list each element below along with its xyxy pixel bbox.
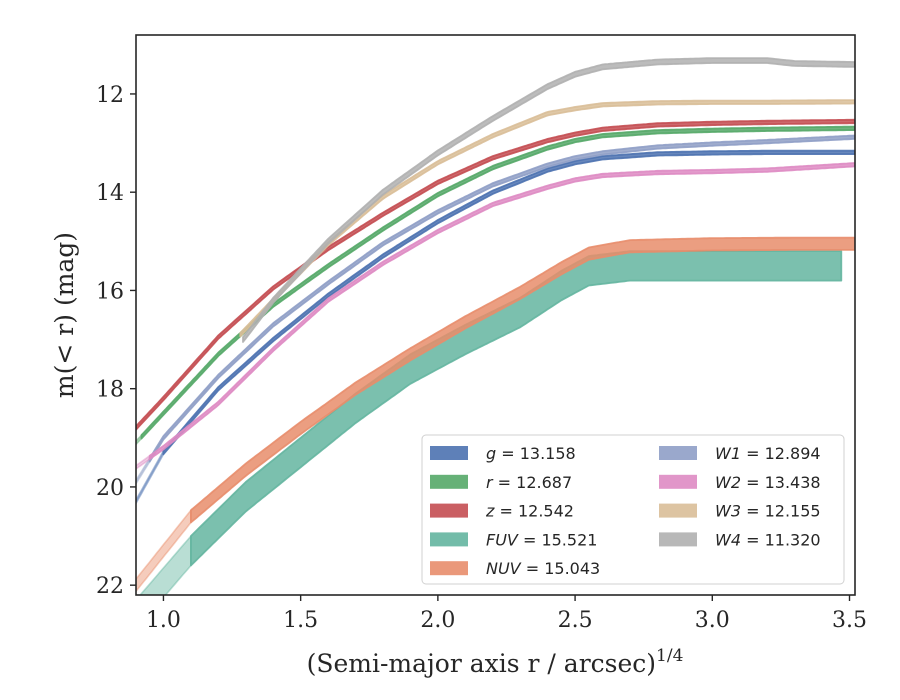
legend-label: z = 12.542: [485, 502, 574, 521]
band-main: [140, 125, 855, 440]
legend-label: NUV = 15.043: [486, 559, 600, 578]
band-main: [239, 99, 855, 338]
x-tick-label: 1.5: [283, 608, 318, 633]
x-axis-title: (Semi-major axis r / arcsec)1/4: [307, 646, 684, 678]
legend-label: r = 12.687: [486, 473, 572, 492]
legend-item-r: r = 12.687: [430, 473, 572, 492]
legend-item-nuv: NUV = 15.043: [430, 559, 600, 578]
series-r: [136, 125, 855, 446]
legend-swatch: [659, 446, 697, 460]
legend-swatch: [659, 503, 697, 518]
legend-swatch: [659, 474, 697, 489]
y-tick-label: 16: [96, 279, 124, 304]
legend-item-w4: W4 = 11.320: [659, 530, 821, 549]
band-main: [242, 57, 855, 343]
band-main: [190, 236, 855, 524]
series-g: [136, 149, 855, 504]
x-tick-label: 3.5: [832, 608, 867, 633]
legend-label: W1 = 12.894: [715, 444, 821, 463]
x-tick-label: 2.0: [420, 608, 455, 633]
legend-item-w3: W3 = 12.155: [659, 502, 821, 521]
y-tick-label: 20: [96, 476, 124, 501]
series-nuv: [136, 236, 855, 593]
legend-item-fuv: FUV = 15.521: [430, 530, 597, 549]
band-main: [148, 162, 855, 461]
x-tick-label: 2.5: [558, 608, 593, 633]
series-w4: [242, 57, 855, 343]
legend-label: W4 = 11.320: [715, 530, 821, 549]
y-axis-title: m(< r) (mag): [50, 232, 79, 398]
legend-swatch: [430, 503, 468, 518]
series-z: [136, 118, 855, 431]
legend-swatch: [659, 532, 697, 547]
band-main: [136, 118, 855, 431]
legend-box: [421, 434, 845, 585]
series-w1: [136, 134, 855, 486]
legend-item-w2: W2 = 13.438: [659, 473, 821, 492]
y-tick-label: 14: [96, 181, 124, 206]
legend-label: W3 = 12.155: [715, 502, 821, 521]
legend-item-w1: W1 = 12.894: [659, 444, 821, 463]
plot-frame: [135, 34, 856, 596]
legend-item-z: z = 12.542: [430, 502, 574, 521]
series-w2: [136, 162, 855, 470]
axis-ticks: 1.0 1.5 2.0 2.5 3.0 3.5 12 14 16 18 20 22: [96, 83, 867, 633]
band-main: [162, 149, 855, 456]
y-tick-label: 22: [96, 574, 124, 599]
y-tick-label: 18: [96, 378, 124, 403]
legend-swatch: [430, 561, 468, 576]
legend-label: g = 13.158: [486, 444, 576, 463]
legend-item-g: g = 13.158: [430, 444, 576, 463]
legend-swatch: [430, 474, 468, 489]
legend-swatch: [430, 446, 468, 460]
legend-label: FUV = 15.521: [486, 530, 597, 549]
x-tick-label: 1.0: [146, 608, 181, 633]
band-main: [148, 134, 855, 463]
legend-label: W2 = 13.438: [715, 473, 821, 492]
legend: g = 13.158 r = 12.687 z = 12.542 FUV = 15.5…: [421, 434, 845, 585]
y-tick-label: 12: [96, 83, 124, 108]
legend-swatch: [430, 532, 468, 547]
series-layer: [136, 57, 855, 595]
series-w3: [239, 99, 855, 338]
x-tick-label: 3.0: [695, 608, 730, 633]
